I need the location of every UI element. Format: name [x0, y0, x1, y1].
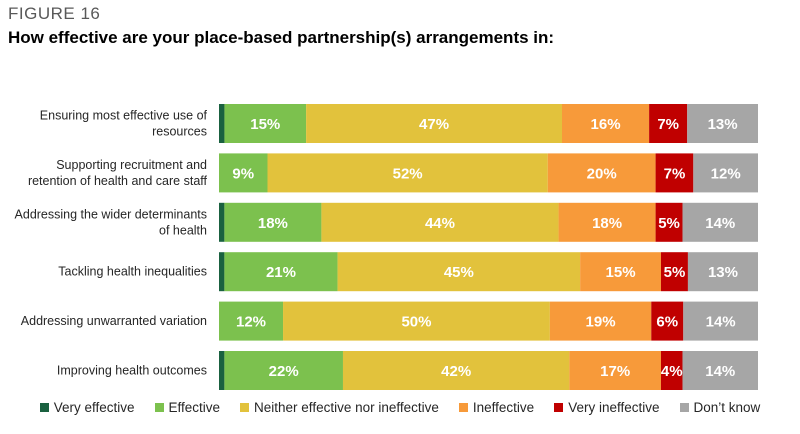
bar-segment	[660, 252, 688, 292]
data-label: 20%	[587, 165, 617, 182]
data-label: 7%	[664, 165, 686, 182]
bar-segment	[224, 351, 343, 390]
data-label: 19%	[586, 314, 616, 331]
data-label: 6%	[656, 314, 678, 331]
category-label: Improving health outcomes	[57, 364, 207, 378]
data-label: 47%	[419, 116, 449, 133]
legend-label: Ineffective	[472, 400, 535, 415]
legend-item: Neither effective nor ineffective	[240, 400, 439, 415]
bar-segment	[687, 252, 758, 292]
bar-segment	[342, 351, 570, 390]
data-label: 50%	[401, 314, 431, 331]
legend-label: Very ineffective	[568, 400, 660, 415]
legend-item: Don’t know	[679, 400, 761, 415]
data-label: 9%	[232, 165, 254, 182]
chart-legend: Very effective Effective Neither effective…	[0, 400, 800, 415]
bar-segment	[687, 104, 758, 143]
bar-segment	[649, 104, 688, 143]
data-label: 18%	[592, 215, 622, 232]
data-label: 45%	[444, 264, 474, 281]
bar-segment	[321, 202, 559, 242]
bar-segment	[306, 104, 562, 143]
data-label: 42%	[441, 363, 471, 380]
legend-swatch	[554, 403, 564, 412]
category-label: Addressing unwarranted variation	[21, 314, 207, 328]
stacked-bar-chart: Ensuring most effective use of resources 1…	[15, 104, 758, 390]
legend-label: Very effective	[53, 400, 135, 415]
chart-title: How effective are your place-based partn…	[8, 28, 555, 47]
bar-segment	[655, 202, 683, 242]
legend-label: Don’t know	[693, 400, 761, 415]
legend-swatch	[154, 403, 164, 412]
bar-segment	[219, 252, 225, 292]
data-label: 5%	[664, 264, 686, 281]
data-label: 12%	[236, 314, 266, 331]
category-label: Supporting recruitment and retention of h…	[28, 158, 208, 188]
bar-segment	[337, 252, 581, 292]
bar-segment	[224, 104, 307, 143]
legend-item: Very effective	[39, 400, 135, 415]
bar-segment	[283, 301, 550, 341]
category-label: Ensuring most effective use of resources	[40, 109, 208, 139]
bar-segment	[580, 252, 661, 292]
bar-segment	[651, 301, 684, 341]
data-label: 18%	[258, 215, 288, 232]
bar-segment	[219, 104, 225, 143]
data-label: 52%	[393, 165, 423, 182]
data-label: 16%	[591, 116, 621, 133]
data-label: 15%	[250, 116, 280, 133]
legend-item: Very ineffective	[554, 400, 660, 415]
data-label: 17%	[600, 363, 630, 380]
bar-segment	[682, 202, 758, 242]
data-label: 22%	[269, 363, 299, 380]
legend-swatch	[679, 403, 689, 412]
bar-segment	[549, 301, 652, 341]
bar-segment	[267, 153, 548, 193]
bar-segment	[655, 153, 694, 193]
bar-segment	[224, 252, 338, 292]
bar-segment	[682, 351, 758, 390]
bar-segment	[693, 153, 758, 193]
legend-item: Ineffective	[458, 400, 535, 415]
data-label: 13%	[708, 264, 738, 281]
data-label: 21%	[266, 264, 296, 281]
bar-segment	[224, 202, 322, 242]
data-label: 14%	[705, 215, 735, 232]
legend-label: Effective	[168, 400, 221, 415]
data-label: 13%	[708, 116, 738, 133]
legend-swatch	[458, 403, 468, 412]
bar-segment	[219, 153, 268, 193]
bar-segment	[562, 104, 650, 143]
legend-item: Effective	[154, 400, 221, 415]
data-label: 4%	[661, 363, 683, 380]
bar-segment	[558, 202, 656, 242]
legend-swatch	[240, 403, 250, 412]
bar-segment	[569, 351, 661, 390]
bar-segment	[219, 301, 284, 341]
bar-segment	[219, 351, 225, 390]
bar-segment	[547, 153, 656, 193]
bar-segment	[683, 301, 758, 341]
data-label: 5%	[658, 215, 680, 232]
data-label: 7%	[657, 116, 679, 133]
data-label: 14%	[705, 363, 735, 380]
bar-segment	[660, 351, 683, 390]
legend-label: Neither effective nor ineffective	[254, 400, 439, 415]
category-label: Addressing the wider determinants of heal…	[15, 207, 208, 237]
category-label: Tackling health inequalities	[58, 265, 207, 279]
data-label: 15%	[606, 264, 636, 281]
data-label: 14%	[706, 314, 736, 331]
data-label: 44%	[425, 215, 455, 232]
data-label: 12%	[711, 165, 741, 182]
bar-segment	[219, 202, 225, 242]
legend-swatch	[39, 403, 49, 412]
figure-label: FIGURE 16	[8, 4, 101, 23]
